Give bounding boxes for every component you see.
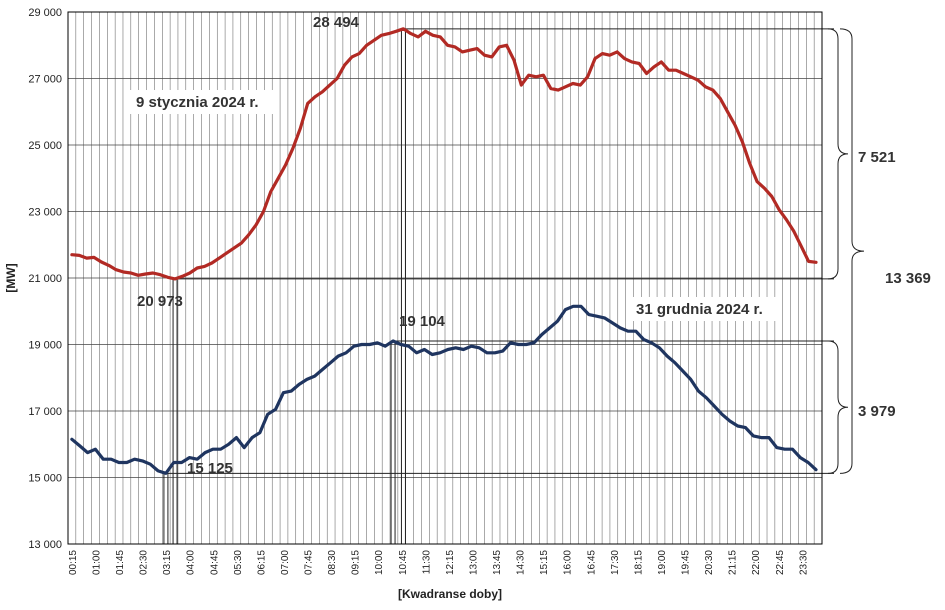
x-tick-label: 00:15 <box>68 550 79 575</box>
x-tick-label: 05:30 <box>233 550 244 575</box>
x-tick-label: 02:30 <box>139 550 150 575</box>
jan-range-label: 7 521 <box>858 149 896 166</box>
dec-label-bg <box>630 297 780 321</box>
brace-total-range <box>839 28 865 474</box>
x-tick-label: 07:45 <box>304 550 315 575</box>
x-tick-label: 14:30 <box>516 550 527 575</box>
y-tick-label: 23 000 <box>28 207 62 219</box>
x-tick-label: 22:00 <box>751 550 762 575</box>
range-braces <box>827 28 865 474</box>
x-tick-label: 08:30 <box>327 550 338 575</box>
x-tick-label: 17:30 <box>610 550 621 575</box>
x-tick-label: 19:45 <box>681 550 692 575</box>
jan-series-label: 9 stycznia 2024 r. <box>136 94 259 111</box>
y-tick-label: 25 000 <box>28 140 62 152</box>
y-tick-label: 13 000 <box>28 539 62 551</box>
dec-max-label: 19 104 <box>399 313 446 330</box>
x-axis-title: [Kwadranse doby] <box>398 587 502 601</box>
x-tick-label: 19:00 <box>657 550 668 575</box>
x-tick-label: 13:45 <box>492 550 503 575</box>
x-tick-label: 06:15 <box>256 550 267 575</box>
y-tick-label: 19 000 <box>28 340 62 352</box>
x-tick-label: 10:45 <box>398 550 409 575</box>
x-tick-label: 09:15 <box>351 550 362 575</box>
jan-min-label: 20 973 <box>137 293 183 310</box>
y-tick-label: 29 000 <box>28 7 62 19</box>
x-tick-label: 07:00 <box>280 550 291 575</box>
y-axis-title: [MW] <box>4 263 18 292</box>
series-lines <box>70 27 818 475</box>
x-tick-label: 23:30 <box>798 550 809 575</box>
brace-jan-range <box>827 28 849 280</box>
series-line-jan <box>70 27 818 281</box>
x-axis-ticks: 00:15 01:00 01:45 02:30 03:15 04:00 04:45 05:30… <box>68 550 809 575</box>
x-tick-label: 15:15 <box>539 550 550 575</box>
dec-range-label: 3 979 <box>858 403 896 420</box>
total-range-label: 13 369 <box>885 270 931 287</box>
x-tick-label: 16:45 <box>586 550 597 575</box>
jan-max-label: 28 494 <box>313 14 360 31</box>
series-line-dec <box>70 304 818 475</box>
dec-min-label: 15 125 <box>187 460 233 477</box>
y-axis-ticks: 13 000 15 000 17 000 19 000 21 000 23 000 25 0… <box>28 7 62 551</box>
x-tick-label: 10:00 <box>374 550 385 575</box>
x-tick-label: 20:30 <box>704 550 715 575</box>
reference-lines <box>163 28 834 544</box>
x-tick-label: 12:15 <box>445 550 456 575</box>
y-tick-label: 15 000 <box>28 473 62 485</box>
x-tick-label: 01:00 <box>91 550 102 575</box>
x-tick-label: 03:15 <box>162 550 173 575</box>
jan-label-bg <box>125 90 277 114</box>
y-tick-label: 27 000 <box>28 74 62 86</box>
plot-frame <box>67 11 823 545</box>
x-tick-label: 22:45 <box>775 550 786 575</box>
y-tick-label: 21 000 <box>28 273 62 285</box>
y-tick-label: 17 000 <box>28 406 62 418</box>
x-tick-label: 11:30 <box>421 550 432 575</box>
x-tick-label: 16:00 <box>563 550 574 575</box>
x-tick-label: 04:45 <box>209 550 220 575</box>
x-tick-label: 01:45 <box>115 550 126 575</box>
x-tick-label: 04:00 <box>186 550 197 575</box>
x-tick-label: 13:00 <box>468 550 479 575</box>
brace-dec-range <box>827 340 849 474</box>
x-tick-label: 18:15 <box>633 550 644 575</box>
x-tick-label: 21:15 <box>728 550 739 575</box>
dec-series-label: 31 grudnia 2024 r. <box>636 301 763 318</box>
